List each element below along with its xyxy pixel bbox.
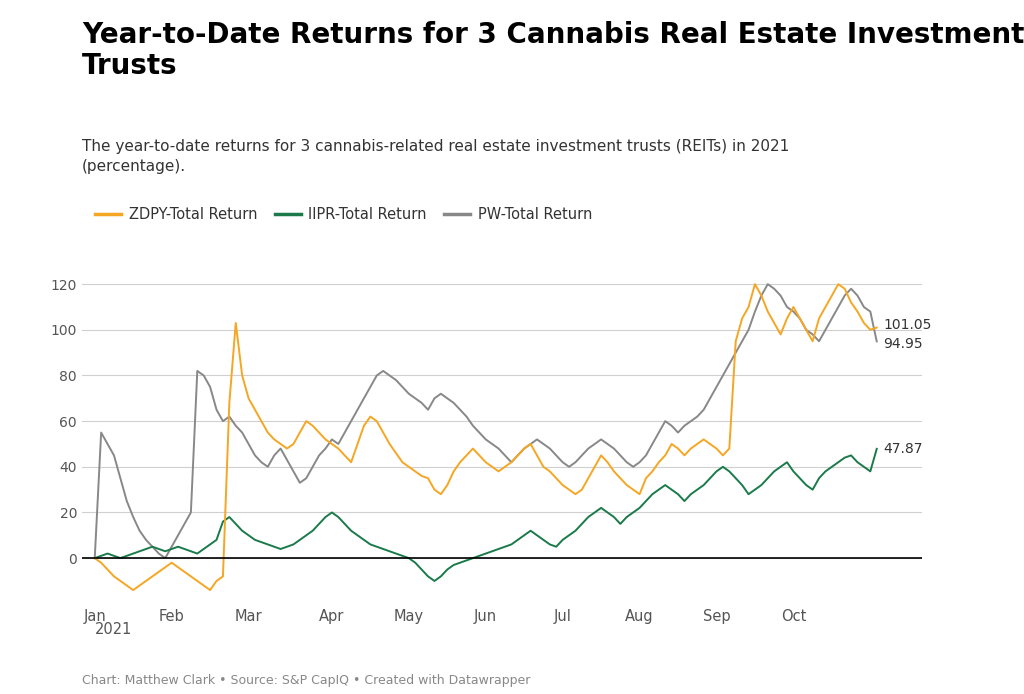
Text: 2021: 2021 (95, 622, 132, 637)
Text: 101.05: 101.05 (883, 319, 932, 332)
Text: 47.87: 47.87 (883, 442, 923, 456)
Legend: ZDPY-Total Return, IIPR-Total Return, PW-Total Return: ZDPY-Total Return, IIPR-Total Return, PW… (89, 202, 598, 228)
Text: The year-to-date returns for 3 cannabis-related real estate investment trusts (R: The year-to-date returns for 3 cannabis-… (82, 139, 790, 174)
Text: Chart: Matthew Clark • Source: S&P CapIQ • Created with Datawrapper: Chart: Matthew Clark • Source: S&P CapIQ… (82, 674, 530, 687)
Text: 94.95: 94.95 (883, 337, 923, 350)
Text: Year-to-Date Returns for 3 Cannabis Real Estate Investment
Trusts: Year-to-Date Returns for 3 Cannabis Real… (82, 21, 1024, 80)
